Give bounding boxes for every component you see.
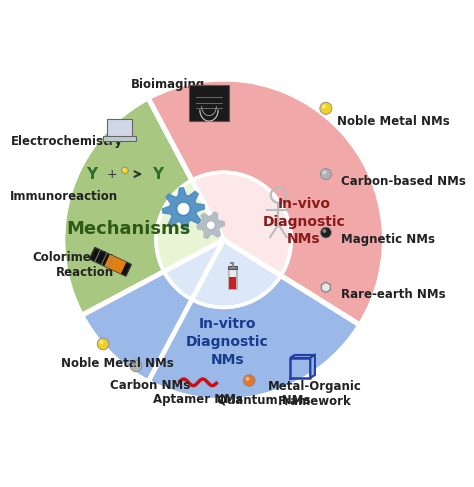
Bar <box>229 269 237 289</box>
Text: +: + <box>107 168 118 181</box>
Bar <box>104 254 126 274</box>
Wedge shape <box>82 240 360 401</box>
Circle shape <box>177 202 190 216</box>
Circle shape <box>206 221 215 230</box>
Circle shape <box>320 102 332 114</box>
Circle shape <box>132 362 137 366</box>
Text: Carbon NMs: Carbon NMs <box>110 379 191 392</box>
Text: Noble Metal NMs: Noble Metal NMs <box>61 357 174 370</box>
Circle shape <box>156 172 291 307</box>
Bar <box>103 136 136 141</box>
Bar <box>229 269 237 277</box>
Text: Immunoreaction: Immunoreaction <box>9 189 118 203</box>
Polygon shape <box>197 212 225 239</box>
Circle shape <box>246 377 250 381</box>
Text: Carbon-based NMs: Carbon-based NMs <box>340 175 465 188</box>
Text: Y: Y <box>87 167 98 182</box>
Text: Metal-Organic
Framework: Metal-Organic Framework <box>268 380 362 409</box>
Circle shape <box>243 375 255 386</box>
Text: Magnetic NMs: Magnetic NMs <box>340 233 435 246</box>
Text: Noble Metal NMs: Noble Metal NMs <box>337 114 450 128</box>
Text: Y: Y <box>152 167 164 182</box>
Bar <box>101 253 107 265</box>
Text: Aptamer NMs: Aptamer NMs <box>153 393 243 406</box>
Circle shape <box>130 360 142 372</box>
Circle shape <box>322 229 326 233</box>
Wedge shape <box>156 180 224 300</box>
Text: Rare-earth NMs: Rare-earth NMs <box>340 288 445 301</box>
Text: Quantum NMs: Quantum NMs <box>217 393 310 406</box>
Circle shape <box>123 169 125 170</box>
Polygon shape <box>310 355 315 378</box>
Bar <box>189 85 229 121</box>
Bar <box>94 250 100 262</box>
Wedge shape <box>192 172 291 276</box>
Circle shape <box>100 340 103 344</box>
Wedge shape <box>63 98 224 382</box>
Wedge shape <box>148 79 384 325</box>
Text: Colorimetric
Reaction: Colorimetric Reaction <box>33 251 114 280</box>
Polygon shape <box>163 188 204 230</box>
Bar <box>229 277 237 289</box>
Circle shape <box>97 338 109 350</box>
Bar <box>107 119 132 137</box>
Text: Electrochemistry: Electrochemistry <box>11 135 123 148</box>
Bar <box>228 266 237 269</box>
Circle shape <box>122 167 128 174</box>
Text: In-vivo
Diagnostic
NMs: In-vivo Diagnostic NMs <box>263 197 346 246</box>
Bar <box>90 247 131 276</box>
Text: In-vitro
Diagnostic
NMs: In-vitro Diagnostic NMs <box>186 318 269 367</box>
Text: Mechanisms: Mechanisms <box>66 220 191 238</box>
Polygon shape <box>321 282 330 293</box>
Circle shape <box>320 169 331 180</box>
Circle shape <box>322 170 326 174</box>
Text: Bioimaging: Bioimaging <box>131 78 205 91</box>
Bar <box>108 256 114 268</box>
Circle shape <box>320 227 331 238</box>
Wedge shape <box>164 240 281 307</box>
Circle shape <box>322 105 326 109</box>
Polygon shape <box>290 355 315 357</box>
